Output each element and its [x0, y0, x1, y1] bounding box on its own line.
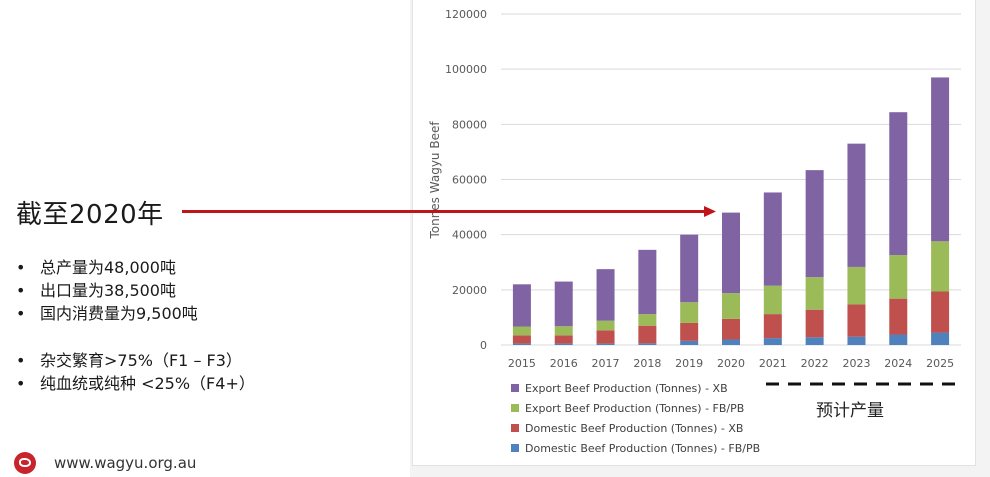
bar-segment [931, 241, 950, 292]
bar-segment [596, 269, 615, 321]
stacked-bar-chart: 0 20000 40000 60000 80000 100000 120000 2015 20… [428, 8, 961, 455]
bar-segment [889, 334, 908, 345]
bar-segment [847, 304, 866, 337]
bar-segment [638, 314, 657, 326]
legend-entry: Domestic Beef Production (Tonnes) - FB/P… [525, 442, 760, 455]
y-axis-title: Tonnes Wagyu Beef [428, 121, 442, 240]
footer-url[interactable]: www.wagyu.org.au [54, 454, 197, 472]
bar-segment [680, 322, 699, 341]
x-tick-label: 2020 [717, 357, 745, 370]
y-tick-label: 120000 [445, 8, 487, 21]
bar-segment [889, 112, 908, 256]
forecast-label: 预计产量 [816, 401, 884, 421]
bar-segment [638, 343, 657, 345]
bar-segment [763, 338, 782, 345]
stats-bullet-list: 总产量为48,000吨 出口量为38,500吨 国内消费量为9,500吨 [14, 256, 198, 325]
bar-segment [763, 314, 782, 339]
x-tick-label: 2015 [508, 357, 536, 370]
x-tick-label: 2019 [675, 357, 703, 370]
y-tick-label: 100000 [445, 63, 487, 76]
y-tick-label: 0 [480, 339, 487, 352]
bar-segment [596, 320, 615, 331]
bar-segment [889, 298, 908, 335]
y-tick-label: 80000 [452, 118, 487, 131]
bar-segment [554, 343, 573, 345]
bar-segment [680, 340, 699, 345]
legend-entry: Export Beef Production (Tonnes) - FB/PB [525, 402, 744, 415]
bar-segment [722, 293, 740, 319]
bar-segment [554, 326, 573, 336]
bar-segment [512, 343, 531, 345]
bullet-domestic-consumption: 国内消费量为9,500吨 [14, 302, 198, 325]
bar-segment [680, 302, 699, 323]
bar-segment [931, 77, 950, 242]
bar-segment [763, 285, 782, 315]
bar-segment [512, 335, 531, 344]
chart-panel: 0 20000 40000 60000 80000 100000 120000 2015 20… [412, 0, 976, 466]
bar-segment [722, 212, 740, 294]
bar-segment [722, 318, 740, 340]
headline: 截至2020年 [16, 200, 164, 230]
bar-segment [554, 281, 573, 327]
legend-entry: Domestic Beef Production (Tonnes) - XB [525, 422, 743, 435]
bullet-crossbred: 杂交繁育>75%（F1 – F3） [14, 349, 255, 372]
y-tick-label: 20000 [452, 284, 487, 297]
y-tick-label: 60000 [452, 174, 487, 187]
bar-segment [680, 234, 699, 303]
bar-segment [931, 291, 950, 333]
bar-segment [847, 143, 866, 267]
x-tick-label: 2023 [842, 357, 870, 370]
bar-segment [554, 335, 573, 344]
bar-segment [763, 192, 782, 286]
bullet-fullblood: 纯血统或纯种 <25%（F4+） [14, 372, 255, 395]
x-tick-label: 2024 [884, 357, 912, 370]
bar-segment [512, 326, 531, 336]
legend-swatch [511, 444, 519, 452]
bar-segment [805, 277, 824, 310]
bar-segment [889, 255, 908, 299]
x-tick-label: 2021 [759, 357, 787, 370]
x-tick-label: 2018 [633, 357, 661, 370]
bar-segment [847, 266, 866, 305]
x-tick-label: 2022 [801, 357, 829, 370]
bar-segment [931, 332, 950, 345]
bar-segment [596, 330, 615, 344]
wagyu-logo-icon [14, 452, 36, 474]
breed-bullet-list: 杂交繁育>75%（F1 – F3） 纯血统或纯种 <25%（F4+） [14, 349, 255, 395]
footer: www.wagyu.org.au [14, 451, 196, 475]
x-tick-label: 2025 [926, 357, 954, 370]
legend-swatch [511, 384, 519, 392]
bullet-export-volume: 出口量为38,500吨 [14, 279, 198, 302]
bar-segment [722, 339, 740, 345]
bar-segment [805, 309, 824, 338]
bar-segment [805, 170, 824, 278]
y-tick-label: 40000 [452, 229, 487, 242]
x-tick-label: 2017 [592, 357, 620, 370]
bar-segment [512, 284, 531, 327]
x-tick-label: 2016 [550, 357, 578, 370]
bar-segment [596, 343, 615, 345]
bar-segment [805, 337, 824, 345]
bullet-total-production: 总产量为48,000吨 [14, 256, 198, 279]
legend-swatch [511, 404, 519, 412]
legend-swatch [511, 424, 519, 432]
bar-segment [638, 325, 657, 344]
bar-segment [847, 336, 866, 345]
bar-segment [638, 249, 657, 315]
legend-entry: Export Beef Production (Tonnes) - XB [525, 382, 728, 395]
